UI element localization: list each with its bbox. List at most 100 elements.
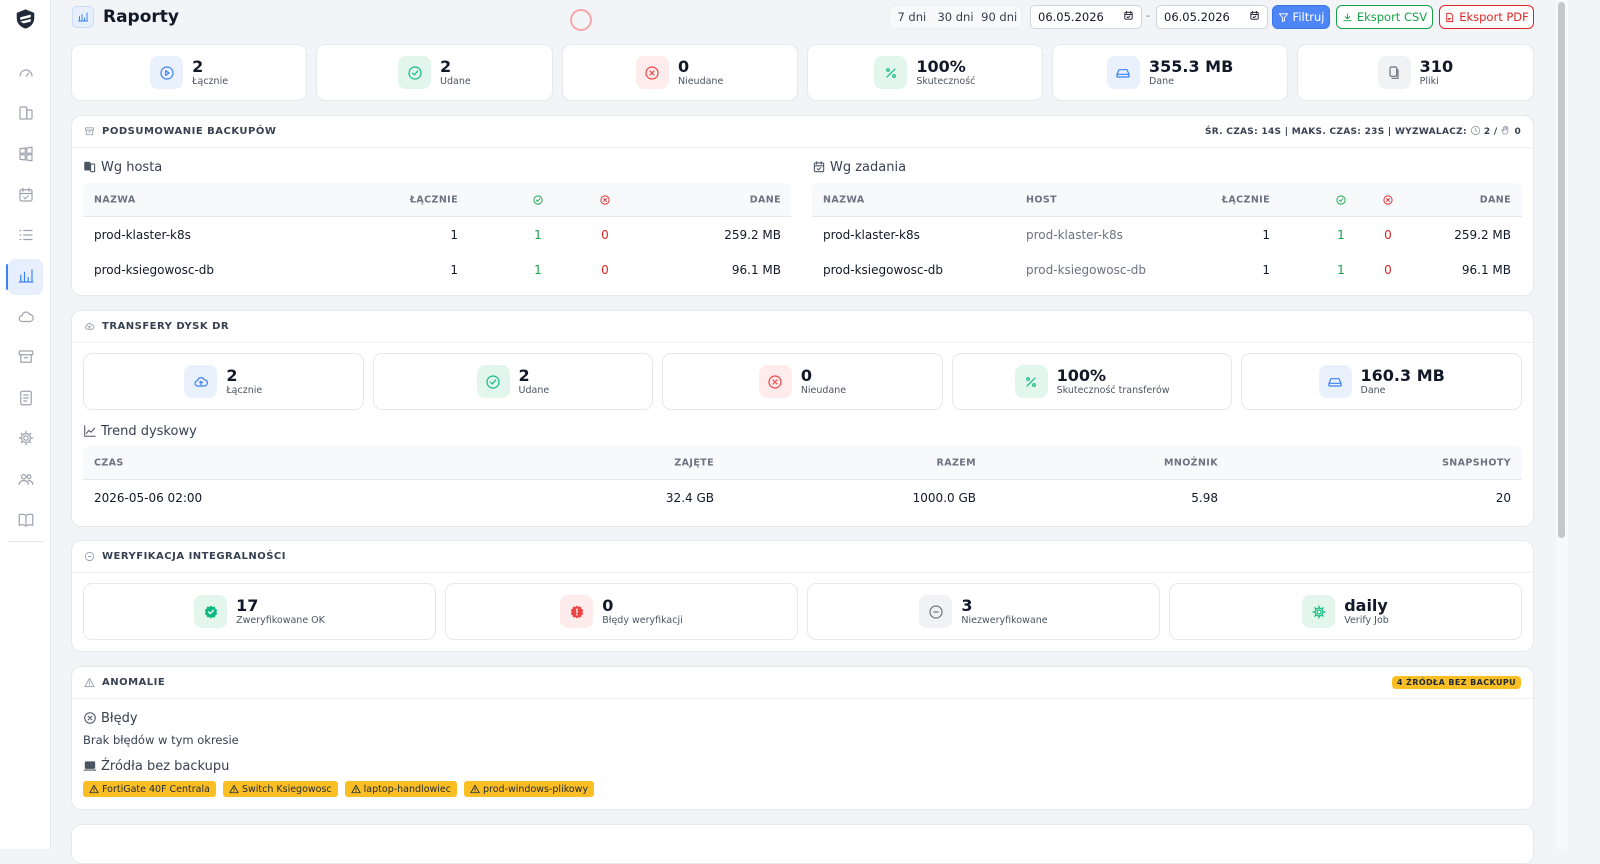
icon (18, 513, 34, 527)
stat-text: 0 Nieudane (801, 366, 846, 397)
stat-value: daily (1344, 595, 1388, 615)
calendar-icon (1123, 10, 1134, 24)
range-button[interactable]: 7 dni (897, 10, 927, 24)
section-title: PODSUMOWANIE BACKUPÓW (102, 126, 277, 137)
stat-icon (919, 595, 953, 628)
stat-icon (758, 365, 792, 398)
icon (19, 146, 33, 162)
subsection-title: Trend dyskowy (83, 422, 1522, 440)
nav-icon[interactable] (17, 308, 35, 326)
icon-part (84, 761, 96, 769)
stat-value: 2 (192, 56, 204, 76)
logo-shape (16, 9, 35, 29)
table-cell: prod-ksiegowosc-db (1026, 262, 1147, 277)
range-button[interactable]: 30 dni (937, 10, 974, 24)
date-input[interactable]: 06.05.2026 (1030, 5, 1142, 29)
icon-part (20, 473, 27, 480)
nav-icon[interactable] (17, 64, 35, 82)
meta-clock (1470, 125, 1481, 139)
export-csv-button[interactable]: Eksport CSV (1336, 5, 1433, 29)
icon-part (19, 146, 33, 162)
table-cell: 20 (1495, 490, 1511, 505)
nav-icon[interactable] (17, 511, 35, 529)
stat-label: Verify Job (1344, 614, 1389, 626)
icon-part (87, 715, 93, 721)
source-name: prod-windows-plikowy (482, 783, 589, 795)
icon (18, 311, 34, 323)
icon-part (84, 551, 95, 562)
table-cell: 32.4 GB (665, 490, 714, 505)
stat-text: 3 Niezweryfikowane (961, 595, 1048, 627)
source-name: laptop-handlowiec (363, 783, 451, 795)
icon (19, 69, 33, 77)
table-cell: 1 (1337, 262, 1345, 277)
nav-icon[interactable] (17, 429, 35, 447)
icon-part (489, 378, 497, 385)
stat-value: 2 (226, 365, 238, 385)
stat-label: Łącznie (226, 384, 263, 396)
stat-card: 0 Błędy weryfikacji (445, 583, 798, 640)
icon-part (207, 609, 214, 614)
icon-part (533, 194, 543, 205)
header-cell: CZAS (94, 457, 124, 468)
header-cell: HOST (1026, 194, 1057, 205)
stat-card: 100% Skuteczność transferów (951, 353, 1233, 410)
nav-icon[interactable] (17, 267, 35, 285)
icon-part (1250, 10, 1259, 19)
stat-card: 100% Skuteczność (806, 44, 1043, 101)
icon (84, 677, 95, 688)
verification-body: 17 Zweryfikowane OK 0 Błędy weryfikacji 3 Nie… (72, 573, 1533, 640)
icon-part (470, 784, 480, 794)
stat-card: 2 Łącznie (71, 44, 308, 101)
stat-icon (635, 56, 669, 89)
icon (600, 194, 610, 205)
icon-part (535, 197, 541, 202)
stat-value: 3 (961, 595, 973, 615)
range-button[interactable]: 90 dni (981, 10, 1018, 24)
stat-card: daily Verify Job (1169, 583, 1522, 640)
icon (768, 374, 782, 389)
icon-part (194, 376, 208, 387)
page-icon (72, 6, 94, 28)
nav-icon[interactable] (17, 226, 35, 244)
icon (18, 473, 34, 485)
icon-part (89, 784, 99, 794)
export-pdf-button[interactable]: Eksport PDF (1439, 5, 1534, 29)
header-cell: NAZWA (94, 194, 136, 205)
icon-part (1026, 376, 1036, 387)
stat-card: 2 Udane (316, 44, 553, 101)
icon-part (84, 161, 91, 171)
export-pdf-label: Eksport PDF (1459, 10, 1529, 24)
icon-part (1447, 17, 1452, 20)
stat-icon (398, 56, 432, 89)
nav-icon[interactable] (17, 145, 35, 163)
meta-hand (1500, 125, 1511, 139)
source-name: Switch Ksiegowosc (241, 783, 332, 795)
table-header: CZAS ZAJĘTE RAZEM MNOŻNIK SNAPSHOTY (83, 446, 1522, 480)
summary-meta: ŚR. CZAS: 14S | MAKS. CZAS: 23S | WYZWAL… (1205, 125, 1521, 139)
scrollbar-thumb (1558, 2, 1565, 538)
stat-text: 100% Skuteczność (916, 57, 975, 88)
filter-button[interactable]: Filtruj (1272, 5, 1330, 29)
header-icon (1336, 194, 1347, 205)
icon-part (26, 474, 32, 480)
table-cell: 96.1 MB (1461, 262, 1511, 277)
stat-label: Niezweryfikowane (961, 614, 1048, 626)
icon (407, 65, 422, 80)
nav-icon[interactable] (17, 186, 35, 204)
icon (84, 425, 96, 437)
stat-card: 0 Nieudane (662, 353, 943, 410)
nav-icon[interactable] (17, 104, 35, 122)
date-text: 06.05.2026 (1038, 10, 1104, 24)
stat-value: 355.3 MB (1148, 56, 1234, 76)
nav-icon[interactable] (17, 470, 35, 488)
table-header: NAZWA ŁĄCZNIE DANE (83, 183, 791, 217)
nav-icon[interactable] (17, 389, 35, 407)
transfers-card: TRANSFERY DYSK DR 2 Łącznie 2 Udane 0 Nieudane… (71, 310, 1534, 527)
nav-icon[interactable] (17, 348, 35, 366)
date-input[interactable]: 06.05.2026 (1156, 5, 1268, 29)
icon-part (1314, 606, 1324, 617)
table-cell: 1 (1337, 227, 1345, 242)
subsection-title: Źródła bez backupu (83, 757, 1522, 775)
stat-icon (194, 595, 228, 628)
